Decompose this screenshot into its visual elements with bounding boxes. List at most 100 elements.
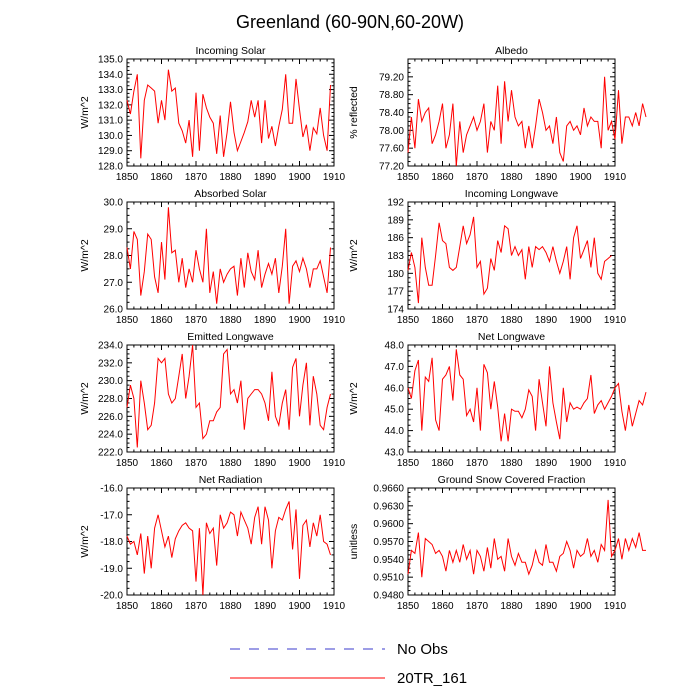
series-line-20tr-161 (126, 501, 331, 596)
y-tick-label: -17.0 (100, 510, 123, 521)
x-tick-label: 1850 (397, 315, 420, 326)
y-tick-label: 44.0 (385, 426, 405, 437)
y-tick-label: 133.0 (98, 85, 123, 96)
y-tick-label: 78.80 (379, 90, 404, 101)
chart-panel: Absorbed Solar W/m^2 1850 1860 1870 1880 1890 1… (79, 188, 346, 326)
y-tick-label: 26.0 (104, 305, 124, 316)
plot-frame (407, 58, 616, 167)
legend-label-no-obs: No Obs (397, 641, 448, 658)
chart-panel: Albedo % reflected 1850 1860 1870 1880 1890 190… (348, 45, 647, 183)
x-tick-label: 1850 (116, 601, 139, 612)
x-tick-label: 1900 (288, 601, 311, 612)
x-tick-label: 1870 (466, 458, 489, 469)
chart-panel: Net Longwave W/m^2 1850 1860 1870 1880 1890 190… (348, 331, 647, 469)
y-tick-label: 129.0 (98, 146, 123, 157)
x-tick-label: 1870 (466, 601, 489, 612)
x-tick-label: 1880 (219, 315, 242, 326)
x-tick-label: 1890 (535, 315, 558, 326)
panel-title: Absorbed Solar (194, 188, 267, 200)
series-line-20tr-161 (407, 216, 612, 304)
chart-panel: Ground Snow Covered Fraction unitless 1850… (348, 474, 646, 612)
chart-panel: Incoming Longwave W/m^2 1850 1860 1870 1880 18… (348, 188, 627, 326)
y-tick-label: 128.0 (98, 162, 123, 173)
x-tick-label: 1870 (466, 315, 489, 326)
y-axis-label: W/m^2 (79, 96, 91, 129)
x-tick-label: 1890 (254, 458, 277, 469)
x-tick-label: 1910 (323, 601, 346, 612)
y-tick-label: 177 (387, 287, 404, 298)
y-axis-label: % reflected (348, 86, 360, 139)
x-tick-label: 1860 (150, 315, 173, 326)
y-tick-label: 183 (387, 251, 404, 262)
y-tick-label: 222.0 (98, 448, 123, 459)
y-tick-label: 43.0 (385, 448, 405, 459)
y-tick-label: 192 (387, 198, 404, 209)
y-tick-label: 186 (387, 233, 404, 244)
legend-item-20tr-161: 20TR_161 (230, 670, 467, 687)
series-line-20tr-161 (126, 344, 331, 448)
plot-frame (126, 487, 335, 596)
x-tick-label: 1850 (116, 458, 139, 469)
y-tick-label: 46.0 (385, 383, 405, 394)
x-tick-label: 1910 (604, 601, 627, 612)
y-tick-label: -19.0 (100, 564, 123, 575)
panels: Incoming Solar W/m^2 1850 1860 1870 1880 1890 1… (79, 45, 647, 612)
x-tick-label: 1860 (431, 315, 454, 326)
x-tick-label: 1870 (185, 458, 208, 469)
x-tick-label: 1860 (150, 601, 173, 612)
y-tick-label: 180 (387, 269, 404, 280)
y-axis-label: W/m^2 (348, 382, 360, 415)
x-tick-label: 1850 (397, 601, 420, 612)
y-tick-label: 234.0 (98, 341, 123, 352)
x-tick-label: 1860 (431, 601, 454, 612)
panel-title: Ground Snow Covered Fraction (438, 474, 586, 486)
y-tick-label: 134.0 (98, 70, 123, 81)
y-tick-label: 135.0 (98, 55, 123, 66)
x-tick-label: 1850 (116, 172, 139, 183)
plot-frame (407, 344, 616, 453)
series-line-20tr-161 (407, 349, 647, 442)
y-tick-label: 0.9600 (373, 519, 404, 530)
x-tick-label: 1900 (288, 172, 311, 183)
y-tick-label: 174 (387, 305, 404, 316)
y-tick-label: 77.60 (379, 144, 404, 155)
x-tick-label: 1880 (500, 315, 523, 326)
y-tick-label: 131.0 (98, 116, 123, 127)
x-tick-label: 1870 (185, 601, 208, 612)
x-tick-label: 1890 (254, 172, 277, 183)
x-tick-label: 1890 (254, 601, 277, 612)
x-tick-label: 1910 (604, 172, 627, 183)
chart-panel: Emitted Longwave W/m^2 1850 1860 1870 1880 189… (79, 331, 346, 469)
y-tick-label: 48.0 (385, 341, 405, 352)
y-tick-label: 0.9480 (373, 591, 404, 602)
x-tick-label: 1910 (604, 458, 627, 469)
y-tick-label: 29.0 (104, 224, 124, 235)
panel-title: Net Radiation (199, 474, 263, 486)
x-tick-label: 1890 (535, 458, 558, 469)
y-tick-label: 0.9540 (373, 555, 404, 566)
x-tick-label: 1900 (569, 458, 592, 469)
y-tick-label: 45.0 (385, 405, 405, 416)
x-tick-label: 1890 (254, 315, 277, 326)
panel-title: Albedo (495, 45, 528, 57)
x-tick-label: 1880 (219, 458, 242, 469)
x-tick-label: 1870 (185, 172, 208, 183)
y-tick-label: 132.0 (98, 100, 123, 111)
x-tick-label: 1850 (397, 458, 420, 469)
y-tick-label: 30.0 (104, 198, 124, 209)
x-tick-label: 1910 (604, 315, 627, 326)
series-line-20tr-161 (407, 499, 646, 578)
x-tick-label: 1910 (323, 172, 346, 183)
x-tick-label: 1900 (569, 172, 592, 183)
series-line-20tr-161 (407, 76, 647, 167)
x-tick-label: 1880 (219, 601, 242, 612)
y-tick-label: 47.0 (385, 362, 405, 373)
x-tick-label: 1880 (500, 458, 523, 469)
x-tick-label: 1880 (500, 172, 523, 183)
y-tick-label: 28.0 (104, 251, 124, 262)
panel-title: Emitted Longwave (187, 331, 274, 343)
y-tick-label: 130.0 (98, 131, 123, 142)
y-tick-label: 0.9660 (373, 484, 404, 495)
y-tick-label: 0.9630 (373, 501, 404, 512)
